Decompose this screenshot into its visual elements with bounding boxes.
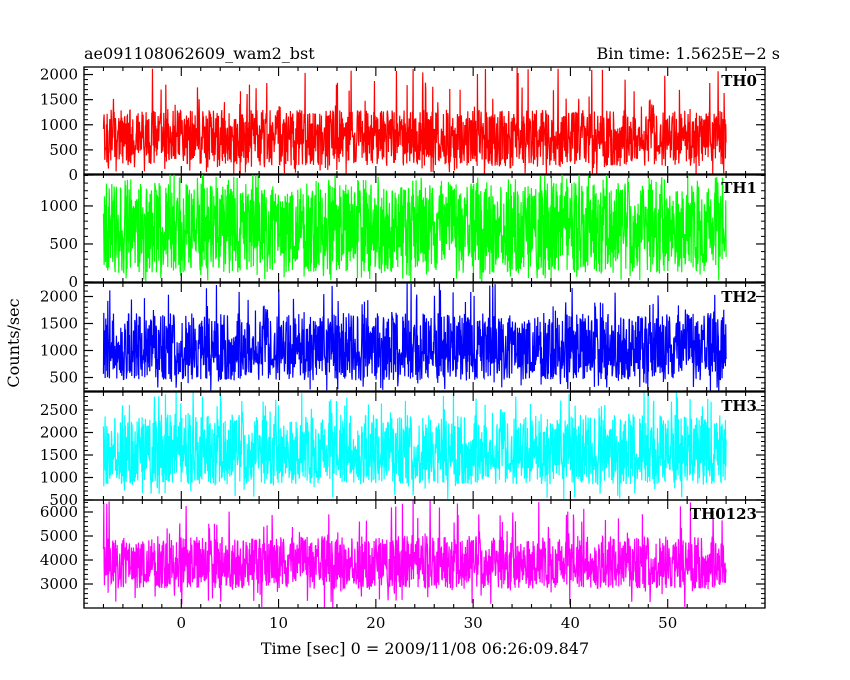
panel-frame — [83, 282, 766, 392]
panel-label-th3: TH3 — [721, 397, 757, 415]
y-tick-label: 1000 — [40, 197, 78, 215]
x-tick-label: 0 — [177, 614, 187, 632]
y-tick-label: 5000 — [40, 527, 78, 545]
y-tick-label: 1500 — [40, 91, 78, 109]
y-tick-label: 3000 — [40, 575, 78, 593]
x-tick-label: 10 — [269, 614, 288, 632]
panel-label-th1: TH1 — [721, 179, 757, 197]
y-axis-title: Counts/sec — [4, 298, 23, 387]
series-th0 — [102, 67, 727, 175]
series-th0123 — [102, 500, 727, 608]
panel-label-th0: TH0 — [721, 72, 757, 90]
series-th2 — [102, 283, 727, 391]
panel-frame — [83, 499, 766, 609]
panel-label-th2: TH2 — [721, 288, 757, 306]
y-tick-label: 1500 — [40, 315, 78, 333]
series-th1 — [102, 174, 727, 282]
panel-th2: 500 1000 1500 2000 TH2 — [40, 282, 766, 392]
y-tick-label: 0 — [68, 273, 78, 291]
panel-th0123: 3000 4000 5000 6000 TH0123 — [40, 499, 766, 609]
y-tick-label: 500 — [49, 235, 78, 253]
y-tick-label: 1500 — [40, 446, 78, 464]
panel-th3: 500 1000 1500 2000 2500 TH3 — [40, 391, 766, 509]
x-axis-title: Time [sec] 0 = 2009/11/08 06:26:09.847 — [261, 639, 589, 658]
y-tick-label: 2000 — [40, 424, 78, 442]
y-tick-label: 500 — [49, 141, 78, 159]
x-tick-label: 20 — [366, 614, 385, 632]
panel-th0: 0 500 1000 1500 2000 TH0 — [40, 66, 766, 184]
chart-title: ae091108062609_wam2_bst — [84, 44, 315, 63]
panel-label-th0123: TH0123 — [690, 505, 757, 523]
series-th3 — [102, 392, 727, 500]
y-tick-label: 2500 — [40, 401, 78, 419]
y-tick-label: 6000 — [40, 503, 78, 521]
y-tick-label: 500 — [49, 491, 78, 509]
bin-time-label: Bin time: 1.5625E−2 s — [597, 44, 780, 63]
x-tick-label: 40 — [561, 614, 580, 632]
y-tick-label: 4000 — [40, 551, 78, 569]
x-tick-label: 50 — [658, 614, 677, 632]
x-axis: 0 10 20 30 40 50 — [177, 614, 678, 632]
y-tick-label: 0 — [68, 166, 78, 184]
panel-th1: 0 500 1000 TH1 — [40, 173, 766, 291]
y-tick-label: 500 — [49, 369, 78, 387]
y-tick-label: 2000 — [40, 288, 78, 306]
panel-frame — [83, 66, 766, 176]
y-tick-label: 2000 — [40, 66, 78, 84]
y-tick-label: 1000 — [40, 116, 78, 134]
y-tick-label: 1000 — [40, 469, 78, 487]
panel-frame — [83, 173, 766, 283]
panels-group: 0 500 1000 1500 2000 TH0 0 500 1000 TH1 500 1000 150… — [40, 66, 766, 609]
x-tick-label: 30 — [464, 614, 483, 632]
y-tick-label: 1000 — [40, 342, 78, 360]
